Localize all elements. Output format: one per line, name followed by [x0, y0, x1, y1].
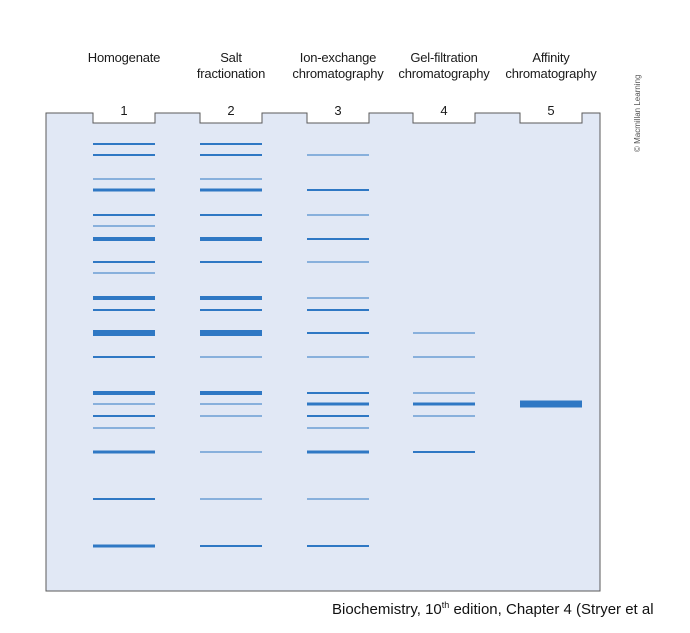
lane-2-band-6: [200, 237, 262, 241]
lane-title-4: Gel-filtration chromatography: [384, 50, 504, 82]
lane-number-2: 2: [227, 103, 235, 118]
lane-2-band-5: [200, 214, 262, 216]
lane-1-band-5: [93, 214, 155, 216]
lane-1-band-4: [93, 188, 155, 192]
lane-2-band-14: [200, 415, 262, 417]
lane-2-band-2: [200, 154, 262, 156]
lane-1-band-2: [93, 154, 155, 156]
lane-1-band-18: [93, 450, 155, 454]
lane-4-band-4: [413, 402, 475, 406]
lane-1-band-3: [93, 178, 155, 180]
lane-3-band-10: [307, 392, 369, 394]
lane-3-band-12: [307, 415, 369, 417]
lane-1-band-16: [93, 415, 155, 417]
lane-3-band-2: [307, 189, 369, 191]
lane-1-band-11: [93, 309, 155, 311]
lane-title-2-line1: Salt: [220, 50, 242, 65]
lane-2-band-4: [200, 188, 262, 192]
lane-title-1: Homogenate: [64, 50, 184, 66]
lane-2-band-1: [200, 143, 262, 145]
lane-title-2: Salt fractionation: [171, 50, 291, 82]
lane-1-band-12: [93, 330, 155, 336]
lane-title-3-line2: chromatography: [292, 66, 384, 81]
lane-1-band-17: [93, 427, 155, 429]
lane-2-band-8: [200, 296, 262, 300]
citation-text-end: edition, Chapter 4 (Stryer et al: [449, 601, 654, 618]
lane-1-band-20: [93, 544, 155, 548]
lane-4-band-2: [413, 356, 475, 358]
lane-title-5-line1: Affinity: [532, 50, 570, 65]
lane-number-3: 3: [334, 103, 342, 118]
gel-outline: [45, 112, 601, 592]
lane-1-band-15: [93, 403, 155, 405]
copyright-notice: © Macmillan Learning: [633, 75, 643, 160]
lane-title-3: Ion-exchange chromatography: [278, 50, 398, 82]
lane-title-3-line1: Ion-exchange: [299, 50, 377, 65]
lane-2-band-3: [200, 178, 262, 180]
citation-superscript: th: [441, 600, 450, 610]
lane-4-band-3: [413, 392, 475, 394]
lane-number-1: 1: [120, 103, 128, 118]
lane-title-2-line2: fractionation: [196, 66, 266, 81]
lane-2-band-12: [200, 391, 262, 395]
lane-3-band-5: [307, 261, 369, 263]
lane-3-band-8: [307, 332, 369, 334]
lane-3-band-4: [307, 238, 369, 240]
lane-3-band-3: [307, 214, 369, 216]
lane-3-band-16: [307, 545, 369, 547]
lane-2-band-15: [200, 451, 262, 453]
lane-2-band-16: [200, 498, 262, 500]
lane-3-band-15: [307, 498, 369, 500]
lane-2-band-7: [200, 261, 262, 263]
lane-1-band-9: [93, 272, 155, 274]
lane-4-band-5: [413, 415, 475, 417]
lane-1-band-1: [93, 143, 155, 145]
lane-1-band-13: [93, 356, 155, 358]
lane-number-4: 4: [440, 103, 448, 118]
lane-2-band-13: [200, 403, 262, 405]
lane-1-band-7: [93, 237, 155, 241]
lane-4-band-6: [413, 451, 475, 453]
lane-2-band-10: [200, 330, 262, 336]
lane-3-band-13: [307, 427, 369, 429]
citation: Biochemistry, 10th edition, Chapter 4 (S…: [332, 600, 654, 618]
lane-title-4-line1: Gel-filtration: [410, 50, 478, 65]
lane-3-band-7: [307, 309, 369, 311]
lane-4-band-1: [413, 332, 475, 334]
lane-1-band-8: [93, 261, 155, 263]
lane-number-5: 5: [547, 103, 555, 118]
lane-3-band-14: [307, 450, 369, 454]
lane-1-band-6: [93, 225, 155, 227]
lane-title-5: Affinity chromatography: [491, 50, 611, 82]
lane-1-band-19: [93, 498, 155, 500]
lane-5-band-1: [520, 400, 582, 408]
lane-3-band-6: [307, 297, 369, 299]
lane-title-5-line2: chromatography: [505, 66, 597, 81]
lane-title-4-line2: chromatography: [398, 66, 490, 81]
copyright-text: © Macmillan Learning: [633, 74, 642, 152]
lane-1-band-14: [93, 391, 155, 395]
lane-title-1-line1: Homogenate: [87, 50, 161, 65]
lane-1-band-10: [93, 296, 155, 300]
lane-3-band-1: [307, 154, 369, 156]
lane-3-band-9: [307, 356, 369, 358]
lane-2-band-17: [200, 545, 262, 547]
lane-2-band-9: [200, 309, 262, 311]
lane-2-band-11: [200, 356, 262, 358]
lane-3-band-11: [307, 402, 369, 406]
band-layer: [93, 143, 582, 548]
citation-text: Biochemistry, 10: [332, 601, 442, 618]
